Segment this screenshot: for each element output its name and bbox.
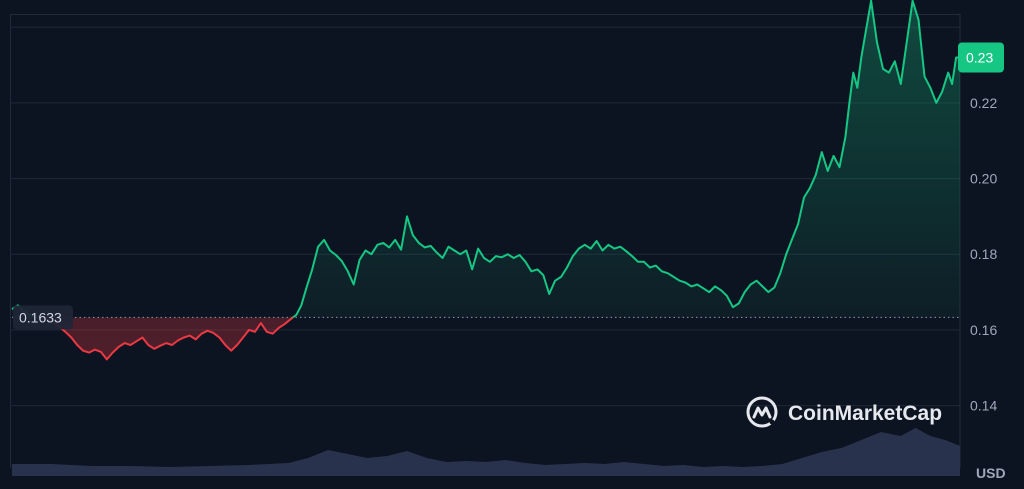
- baseline-label: 0.1633: [13, 305, 73, 330]
- y-tick-label: 0.22: [970, 95, 997, 111]
- y-tick-labels: 0.14 0.16 0.18 0.20 0.22: [970, 95, 997, 414]
- watermark-text: CoinMarketCap: [788, 402, 942, 425]
- current-price-value: 0.23: [966, 50, 993, 66]
- coinmarketcap-watermark: CoinMarketCap: [746, 396, 942, 428]
- coinmarketcap-logo-icon: [746, 396, 778, 428]
- price-line-down: [32, 317, 295, 361]
- price-line-up: [11, 0, 960, 318]
- volume-area: [12, 428, 960, 476]
- y-tick-label: 0.14: [970, 398, 997, 414]
- current-price-badge: 0.23: [958, 42, 1004, 73]
- y-tick-label: 0.16: [970, 322, 997, 338]
- price-area-above-baseline: [12, 0, 960, 318]
- y-tick-label: 0.18: [970, 246, 997, 262]
- baseline-value: 0.1633: [19, 309, 62, 325]
- currency-label: USD: [976, 465, 1006, 481]
- price-area-below-baseline: [34, 317, 293, 360]
- y-tick-label: 0.20: [970, 171, 997, 187]
